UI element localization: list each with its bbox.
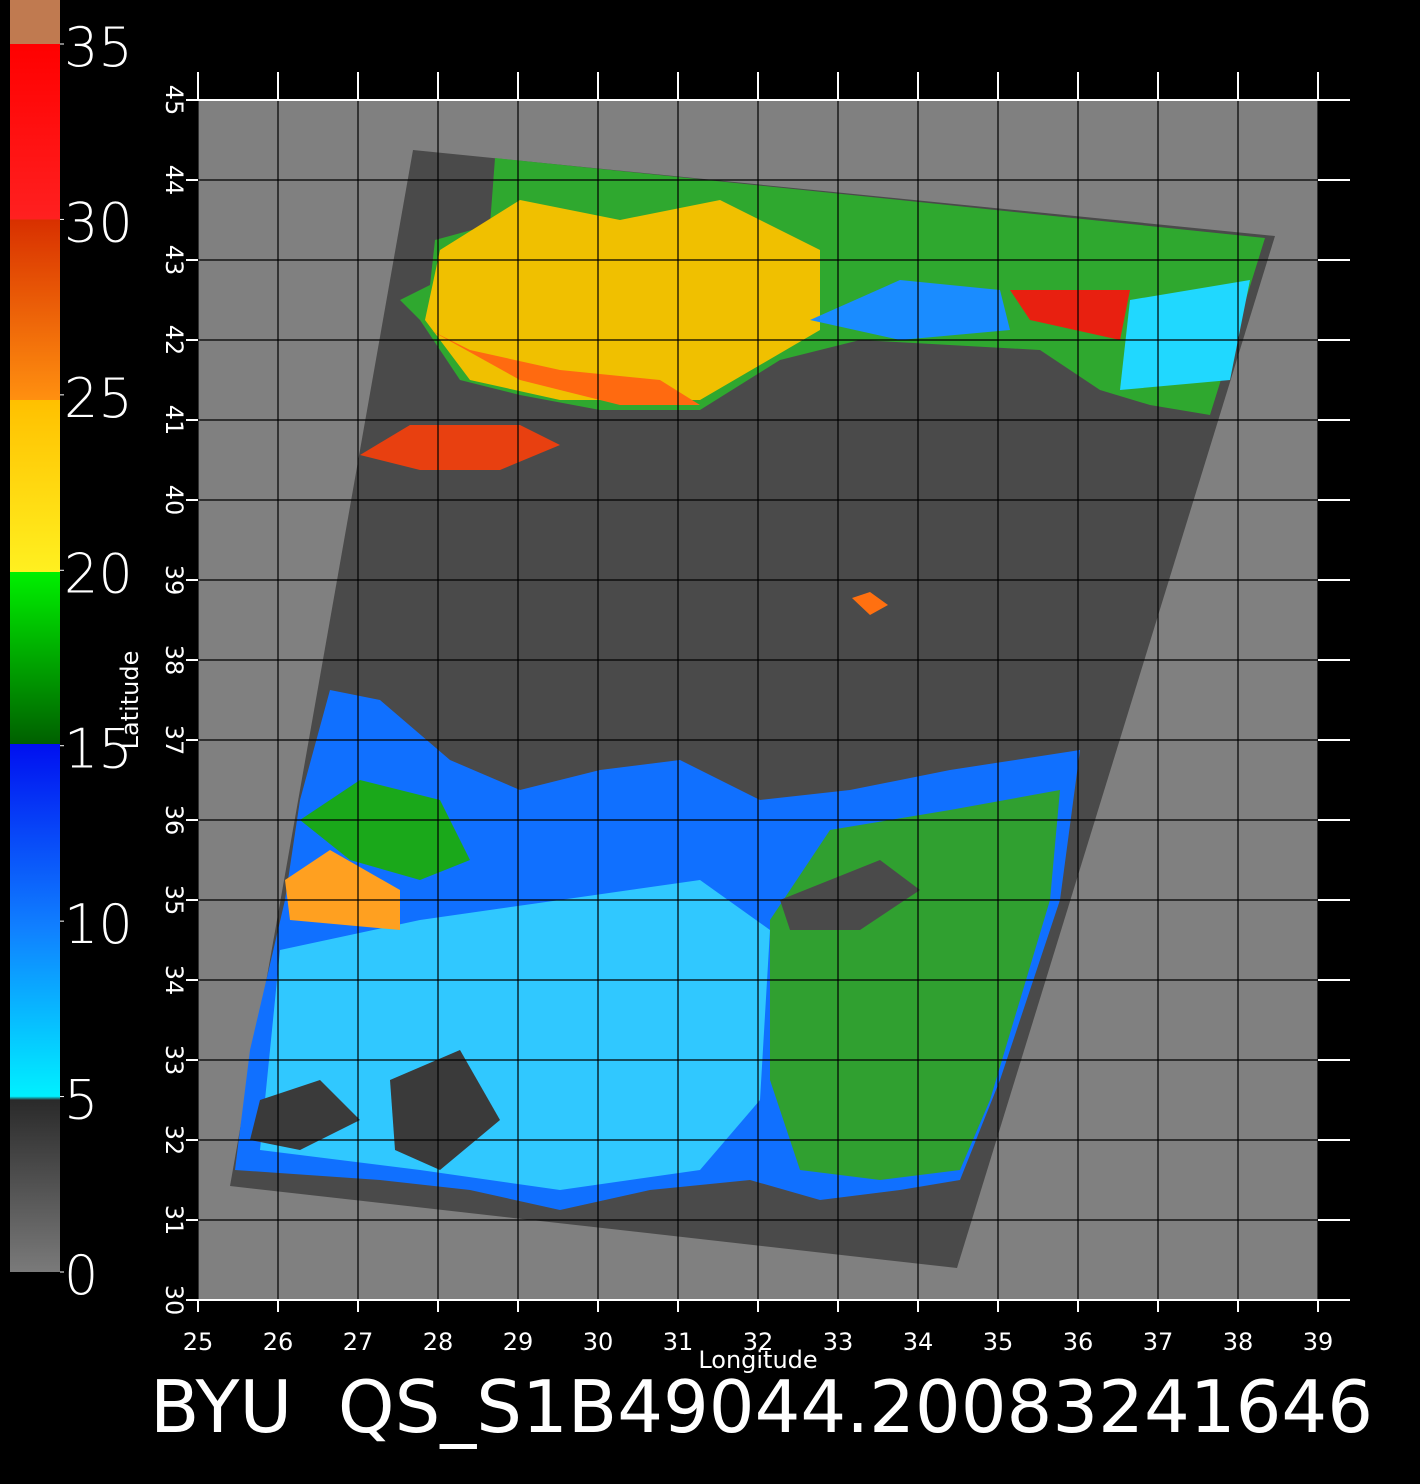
x-tick-label: 38	[1223, 1328, 1254, 1356]
labels: 25 26 27 28 29 30 31 32 33 34 35 36 37 38 39 30 31 32 33 34…	[116, 85, 1333, 1374]
colorbar-label: 0	[64, 1244, 98, 1307]
y-tick-label: 30	[160, 1285, 188, 1316]
colorbar-label: 10	[64, 893, 133, 956]
y-tick-label: 38	[160, 645, 188, 676]
small-feature	[852, 592, 888, 615]
colorbar-label: 5	[64, 1069, 98, 1132]
colorbar: 0 5 10 15 20 25 30 35	[10, 0, 133, 1307]
x-tick-label: 37	[1143, 1328, 1174, 1356]
x-tick-label: 26	[263, 1328, 294, 1356]
north-high	[425, 200, 820, 400]
cyprus	[780, 860, 920, 930]
x-tick-label: 33	[823, 1328, 854, 1356]
colorbar-scale	[10, 44, 60, 1272]
crete-high	[285, 850, 400, 930]
y-tick-label: 39	[160, 565, 188, 596]
colorbar-label: 35	[64, 16, 133, 79]
x-tick-label: 29	[503, 1328, 534, 1356]
colorbar-overflow	[10, 0, 60, 44]
north-east-high	[1010, 290, 1130, 340]
title: BYU QS_S1B49044.20083241646	[150, 1365, 1373, 1449]
north-east-low	[1120, 280, 1250, 390]
grid	[197, 99, 1319, 1301]
island-region	[360, 425, 560, 470]
y-tick-label: 31	[160, 1205, 188, 1236]
y-tick-label: 32	[160, 1125, 188, 1156]
x-tick-label: 36	[1063, 1328, 1094, 1356]
x-tick-label: 25	[183, 1328, 214, 1356]
x-tick-label: 35	[983, 1328, 1014, 1356]
y-tick-label: 43	[160, 245, 188, 276]
y-tick-label: 42	[160, 325, 188, 356]
south-low	[260, 880, 770, 1190]
x-tick-label: 31	[663, 1328, 694, 1356]
y-tick-label: 40	[160, 485, 188, 516]
north-low	[810, 280, 1010, 340]
ticks	[186, 72, 1350, 1312]
y-tick-label: 44	[160, 165, 188, 196]
colorbar-label: 15	[64, 718, 133, 781]
y-axis-label: Latitude	[116, 651, 144, 750]
colorbar-label: 20	[64, 542, 133, 605]
y-tick-label: 35	[160, 885, 188, 916]
y-tick-label: 45	[160, 85, 188, 116]
colorbar-label: 25	[64, 367, 133, 430]
y-tick-label: 36	[160, 805, 188, 836]
y-tick-label: 33	[160, 1045, 188, 1076]
y-tick-label: 34	[160, 965, 188, 996]
north-coast	[430, 330, 700, 405]
x-tick-label: 39	[1303, 1328, 1334, 1356]
y-tick-label: 37	[160, 725, 188, 756]
x-axis-label: Longitude	[698, 1346, 817, 1374]
x-tick-label: 27	[343, 1328, 374, 1356]
x-tick-label: 28	[423, 1328, 454, 1356]
x-tick-label: 30	[583, 1328, 614, 1356]
x-tick-label: 32	[743, 1328, 774, 1356]
aegean-region	[300, 780, 470, 880]
x-tick-label: 34	[903, 1328, 934, 1356]
colorbar-label: 30	[64, 191, 133, 254]
y-tick-label: 41	[160, 405, 188, 436]
